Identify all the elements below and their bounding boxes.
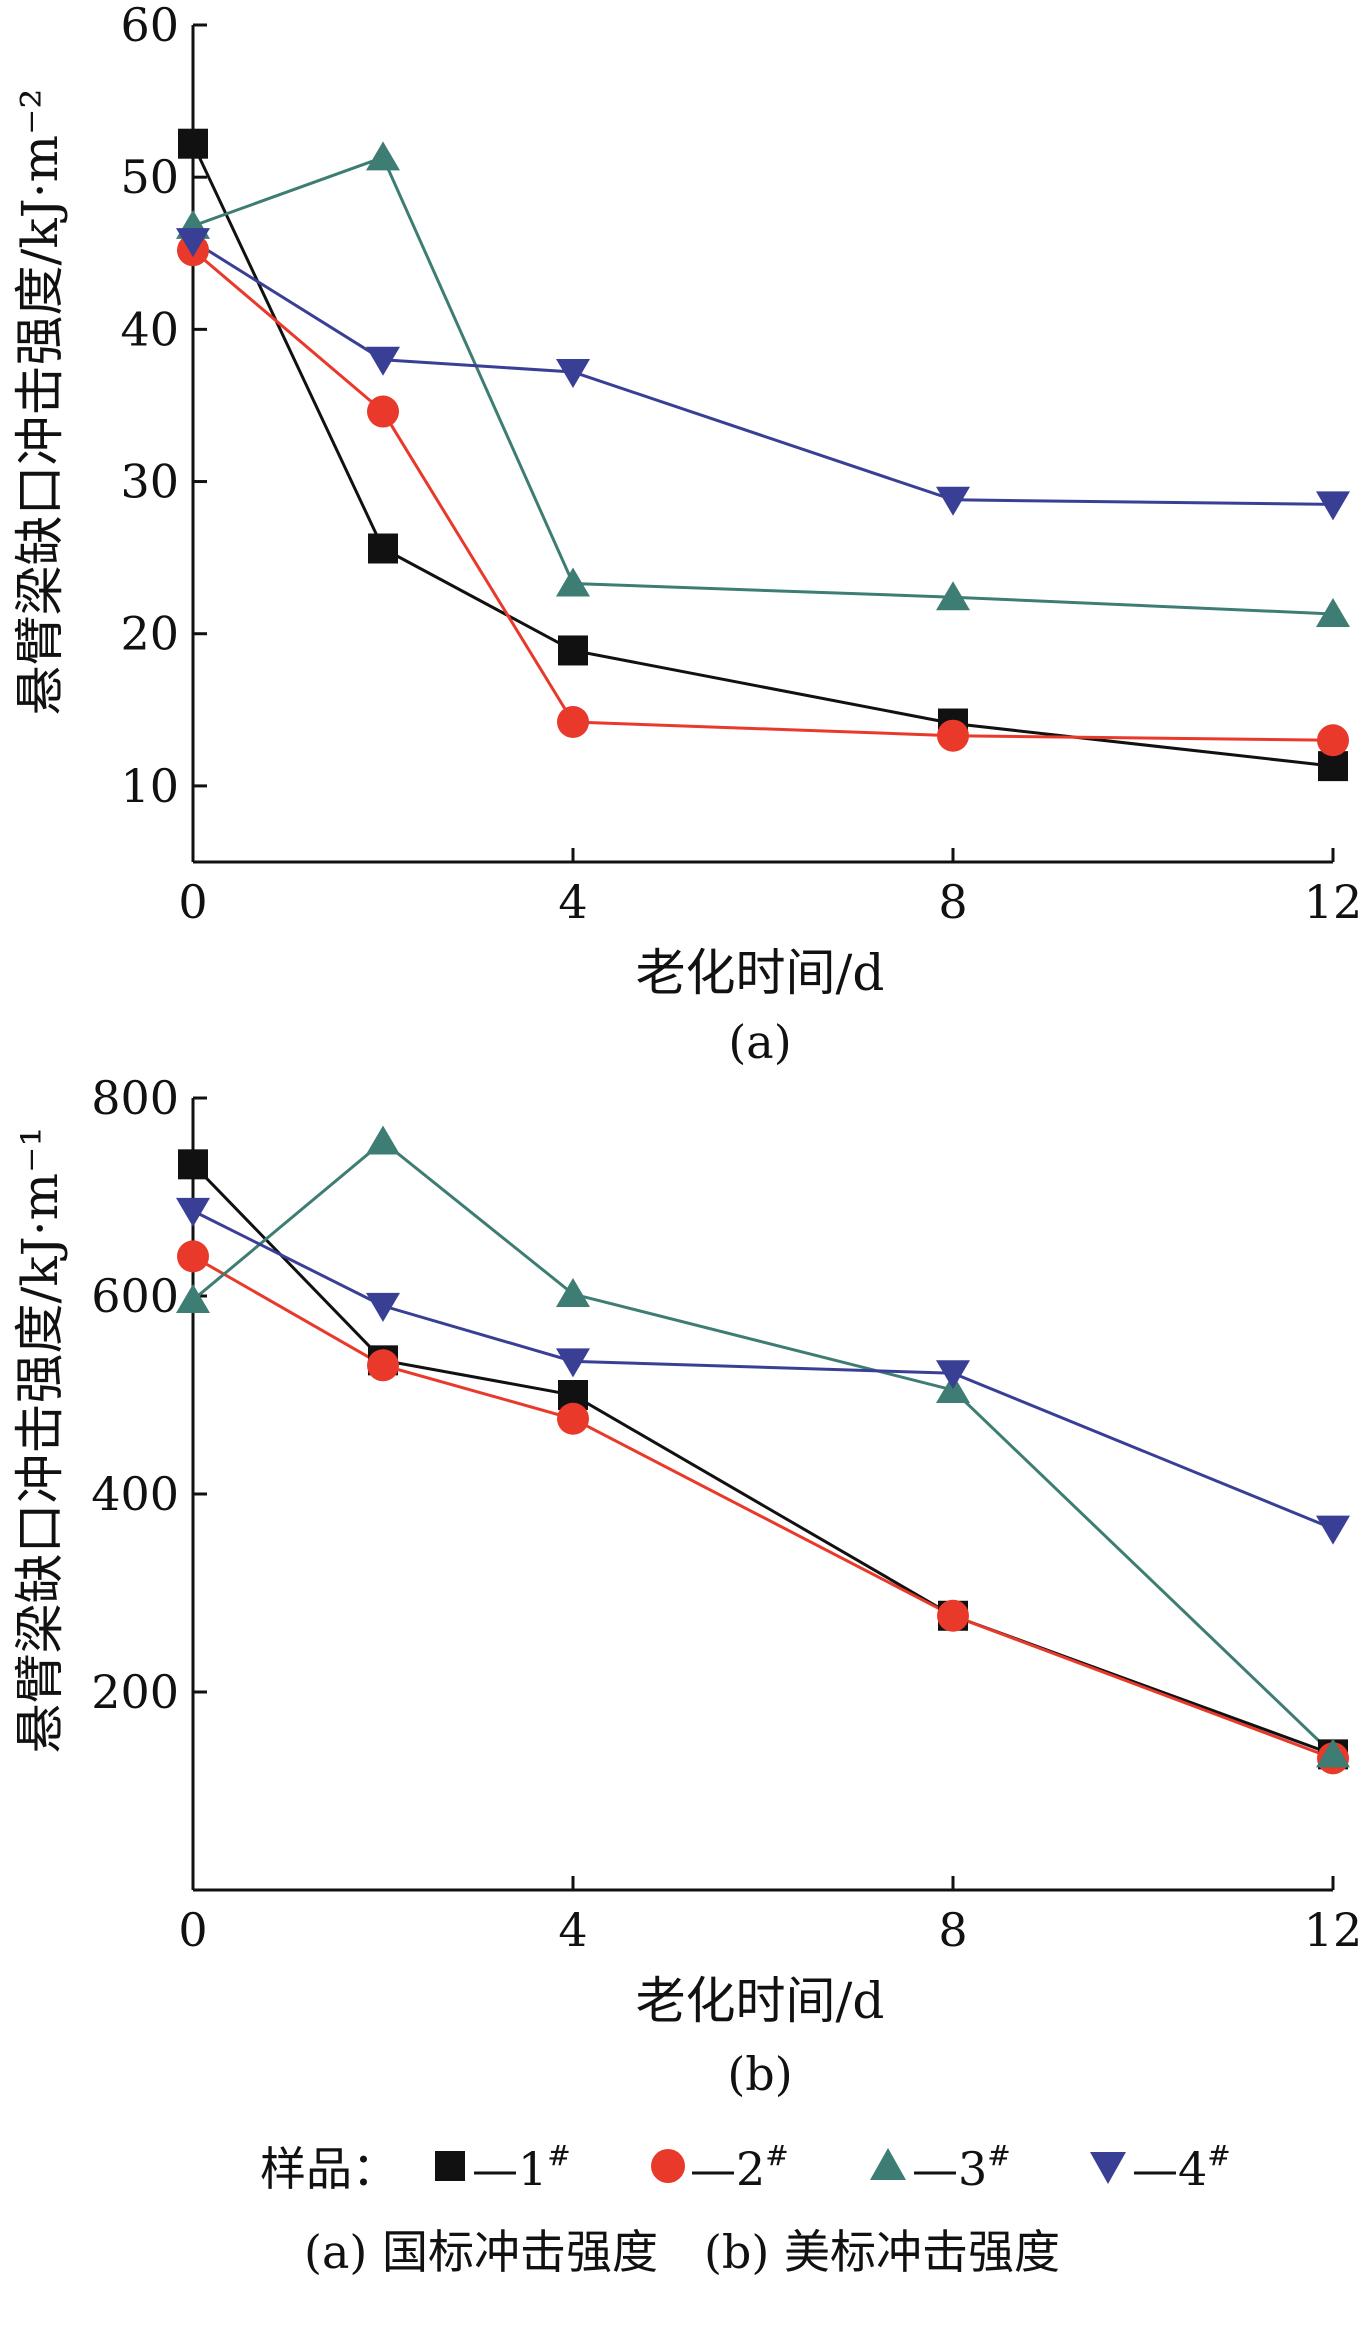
panel-a-series-4-point: [556, 358, 590, 388]
panel-b-series-3-line: [192, 1139, 1335, 1756]
legend-marker-circle: [651, 2149, 685, 2183]
legend-sup: #: [1207, 2139, 1230, 2172]
panel-a-y-tick-label: 50: [120, 150, 179, 204]
legend-item-1: —1#: [435, 2139, 571, 2196]
panel-a-series-3-point: [936, 581, 970, 611]
legend-item-3: —3#: [870, 2139, 1011, 2196]
panel-b-series-2-point: [367, 1349, 399, 1382]
legend-dash: —: [690, 2142, 736, 2196]
panel-b-y-tick-label: 600: [91, 1269, 179, 1323]
panel-a-series-4-line: [192, 239, 1334, 506]
legend-marker-triangle-down: [1090, 2152, 1126, 2184]
panel-b-x-tick-label: 12: [1304, 1903, 1363, 1957]
legend-label-3: 3: [958, 2142, 987, 2196]
legend-marker-triangle-up: [870, 2148, 906, 2180]
panel-a-axes: [191, 25, 1333, 864]
panel-a-series-3-line: [192, 155, 1334, 616]
panel-b-y-tick-label: 200: [91, 1665, 179, 1719]
panel-a-series-1-point: [558, 635, 588, 666]
svg-text:—2#: —2#: [690, 2139, 789, 2196]
panel-a-series-3-point: [1316, 597, 1350, 627]
panel-b-series-4-point: [936, 1360, 970, 1390]
panel-b-series-1-point: [178, 1149, 208, 1180]
panel-a-series-3-point: [556, 567, 590, 597]
legend-dash: —: [1132, 2142, 1178, 2196]
panel-a-series-2-point: [557, 705, 589, 738]
panel-b-series-4-line: [192, 1209, 1334, 1531]
panel-a-x-axis-title: 老化时间/d: [636, 944, 885, 1002]
legend: 样品： —1# —2# —3# —4#: [260, 2139, 1231, 2196]
panel-a-series-2-point: [367, 395, 399, 428]
panel-a-y-tick-label: 10: [120, 759, 179, 813]
panel-b-x-tick-label: 0: [178, 1903, 207, 1957]
panel-a-series-4-point: [176, 228, 210, 258]
panel-a-y-tick-label: 30: [120, 455, 179, 509]
panel-b-series: [176, 1125, 1350, 1775]
panel-b-y-axis-title: 悬臂梁缺口冲击强度/kJ·m⁻¹: [11, 1127, 69, 1754]
panel-b-series-3-point: [176, 1283, 210, 1313]
panel-b-x-axis-title: 老化时间/d: [636, 1972, 885, 2030]
legend-prefix: 样品：: [260, 2142, 398, 2196]
panel-a-series-1-point: [368, 533, 398, 564]
svg-text:—1#: —1#: [472, 2139, 571, 2196]
panel-a-ticks: 0 4 8 12 10 20 30 40 50 60: [120, 0, 1362, 929]
panel-a-series-4-point: [936, 486, 970, 516]
panel-b-x-tick-label: 8: [938, 1903, 967, 1957]
panel-b-series-4-point: [366, 1292, 400, 1322]
panel-a-label: (a): [728, 1015, 791, 1069]
panel-a-x-tick-label: 12: [1304, 875, 1363, 929]
panel-a-y-tick-label: 60: [120, 0, 179, 52]
panel-b-series-2-point: [557, 1402, 589, 1435]
panel-b-series-3-point: [1316, 1738, 1350, 1768]
panel-b-axes: [191, 1098, 1333, 1892]
legend-dash: —: [472, 2142, 518, 2196]
legend-marker-square: [435, 2151, 465, 2181]
panel-a-series-1-point: [178, 128, 208, 159]
panel-b-series-4-point: [176, 1197, 210, 1227]
panel-b-series-2-line: [192, 1255, 1334, 1760]
panel-a-series-2-point: [1317, 724, 1349, 757]
panel-b-series-4-point: [556, 1348, 590, 1378]
panel-b-series-2-point: [937, 1599, 969, 1632]
legend-sup: #: [987, 2139, 1010, 2172]
panel-a-y-axis-title: 悬臂梁缺口冲击强度/kJ·m⁻²: [11, 89, 69, 716]
panel-a-series-1-line: [191, 143, 1334, 768]
panel-b-label: (b): [727, 2047, 792, 2101]
legend-item-2: —2#: [651, 2139, 789, 2196]
panel-a-series-4-point: [1316, 491, 1350, 521]
chart-panel-b: 0 4 8 12 200 400 600 800 老化时间/d 悬臂梁缺口冲击强度/kJ·m⁻…: [11, 1071, 1362, 2101]
legend-label-2: 2: [736, 2142, 765, 2196]
legend-item-4: —4#: [1090, 2139, 1231, 2196]
figure-caption: (a) 国标冲击强度 (b) 美标冲击强度: [304, 2225, 1060, 2279]
legend-sup: #: [547, 2139, 570, 2172]
panel-b-series-3-point: [366, 1125, 400, 1155]
panel-b-series-3-point: [556, 1278, 590, 1308]
legend-dash: —: [912, 2142, 958, 2196]
panel-b-series-4-point: [1316, 1515, 1350, 1545]
panel-a-series-3-point: [366, 141, 400, 171]
panel-a-series-2-point: [937, 719, 969, 752]
svg-text:—4#: —4#: [1132, 2139, 1231, 2196]
chart-panel-a: 0 4 8 12 10 20 30 40 50 60 老化时间/d 悬臂梁缺口冲击强度/kJ·m⁻…: [11, 0, 1362, 1069]
panel-b-ticks: 0 4 8 12 200 400 600 800: [91, 1071, 1362, 1957]
panel-b-y-tick-label: 400: [91, 1467, 179, 1521]
svg-text:—3#: —3#: [912, 2139, 1011, 2196]
panel-b-x-tick-label: 4: [558, 1903, 587, 1957]
panel-a-series: [176, 128, 1350, 782]
legend-sup: #: [765, 2139, 788, 2172]
panel-a-x-tick-label: 0: [178, 875, 207, 929]
panel-a-y-tick-label: 40: [120, 302, 179, 356]
panel-a-x-tick-label: 4: [558, 875, 587, 929]
panel-a-series-4-point: [366, 346, 400, 376]
panel-b-y-tick-label: 800: [91, 1071, 179, 1125]
panel-a-y-tick-label: 20: [120, 607, 179, 661]
panel-b-series-2-point: [177, 1240, 209, 1273]
legend-label-1: 1: [518, 2142, 547, 2196]
panel-a-series-2-line: [192, 249, 1334, 742]
legend-label-4: 4: [1178, 2142, 1207, 2196]
panel-a-x-tick-label: 8: [938, 875, 967, 929]
